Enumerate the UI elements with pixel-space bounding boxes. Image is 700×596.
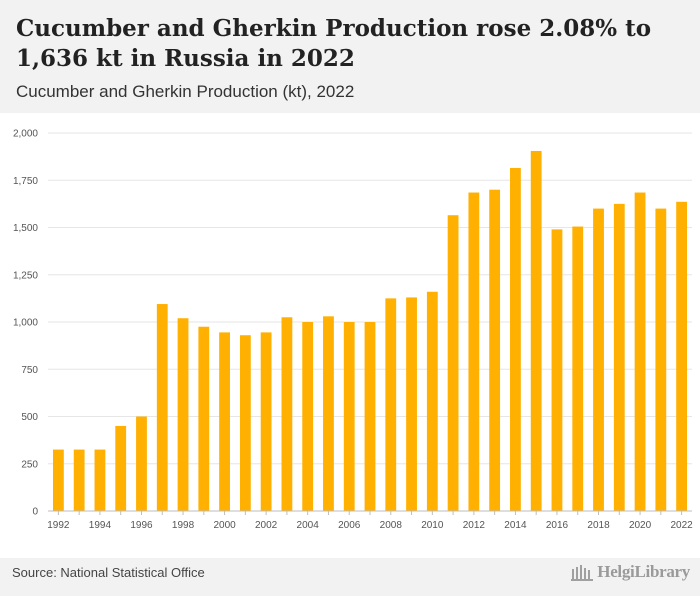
bar-1997	[156, 304, 168, 511]
y-tick-label: 1,250	[13, 270, 38, 281]
bar-1992	[52, 449, 64, 511]
bar-2016	[551, 229, 563, 511]
bar-2020	[634, 192, 646, 511]
source-note: Source: National Statistical Office	[12, 565, 205, 580]
y-tick-label: 1,500	[13, 223, 38, 234]
bar-2022	[676, 201, 688, 511]
bar-2017	[572, 226, 584, 511]
axes: 0 250 500 750 1,000 1,250 1,500 1,750 2,000 1992 1…	[13, 129, 693, 532]
bar-2014	[510, 167, 521, 511]
helgi-library-logo: HelgiLibrary	[570, 562, 690, 582]
bar-2013	[489, 189, 501, 511]
bar-2008	[385, 298, 397, 511]
chart-title: Cucumber and Gherkin Production rose 2.0…	[16, 15, 652, 72]
bar-2021	[655, 208, 667, 511]
x-tick-label: 2014	[504, 520, 527, 531]
x-tick-label: 2010	[421, 520, 444, 531]
bar-chart: 0 250 500 750 1,000 1,250 1,500 1,750 2,000 1992 1…	[13, 129, 693, 532]
y-tick-label: 250	[21, 459, 38, 470]
y-tick-label: 500	[21, 412, 38, 423]
x-tick-label: 2020	[629, 520, 652, 531]
y-tick-label: 750	[21, 365, 38, 376]
x-tick-label: 2006	[338, 520, 361, 531]
bar-1995	[115, 425, 127, 511]
x-tick-label: 2002	[255, 520, 278, 531]
bar-2018	[593, 208, 604, 511]
library-icon	[571, 565, 594, 581]
chart-footer: Source: National Statistical Office Helg…	[0, 558, 700, 596]
bar-1998	[177, 318, 189, 511]
x-tick-label: 2012	[463, 520, 486, 531]
bar-1999	[198, 326, 210, 511]
x-tick-label: 2018	[587, 520, 610, 531]
bar-2000	[219, 332, 230, 511]
bar-2009	[406, 297, 417, 511]
bar-2007	[364, 322, 376, 511]
bar-2001	[239, 335, 251, 511]
bar-1993	[73, 449, 85, 511]
chart-subtitle: Cucumber and Gherkin Production (kt), 20…	[16, 82, 355, 101]
bar-2003	[281, 317, 293, 511]
x-tick-label: 2000	[213, 520, 236, 531]
bar-2010	[426, 291, 438, 511]
y-tick-label: 0	[32, 507, 38, 518]
bar-2012	[468, 192, 480, 511]
x-tick-label: 1996	[130, 520, 153, 531]
bars	[52, 150, 688, 511]
logo-text: HelgiLibrary	[597, 562, 690, 581]
x-tick-label: 2022	[670, 520, 693, 531]
y-tick-label: 1,750	[13, 176, 38, 187]
bar-2006	[343, 322, 355, 511]
bar-2002	[260, 332, 272, 511]
bar-2015	[530, 150, 542, 511]
x-tick-label: 2004	[297, 520, 320, 531]
y-tick-label: 1,000	[13, 318, 38, 329]
x-tick-label: 1994	[89, 520, 112, 531]
x-tick-label: 1992	[47, 520, 70, 531]
bar-2005	[323, 316, 334, 511]
bar-2004	[302, 322, 314, 511]
y-tick-label: 2,000	[13, 129, 38, 140]
bar-2011	[447, 215, 459, 511]
x-tick-label: 2008	[380, 520, 403, 531]
bar-1994	[94, 449, 106, 511]
x-tick-label: 1998	[172, 520, 195, 531]
bar-1996	[136, 416, 147, 511]
bar-2019	[613, 203, 625, 511]
chart-header: Cucumber and Gherkin Production rose 2.0…	[0, 0, 700, 113]
x-tick-label: 2016	[546, 520, 569, 531]
